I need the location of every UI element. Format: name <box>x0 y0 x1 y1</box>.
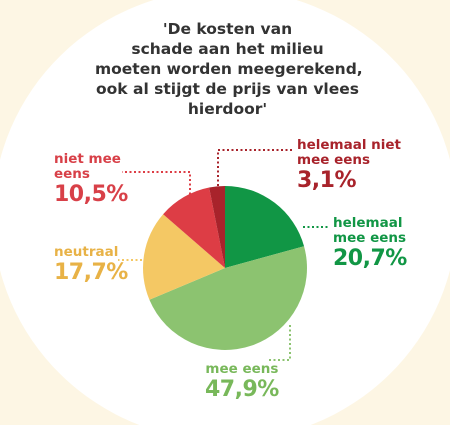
leader-helemaal-niet-mee-eens <box>217 149 292 186</box>
title-line-4: ook al stijgt de prijs van vlees <box>96 80 359 98</box>
leader-mee-eens <box>268 325 291 361</box>
label-mee-eens: mee eens 47,9% <box>205 361 279 403</box>
label-neutraal: neutraal 17,7% <box>54 244 128 286</box>
title-line-5: hierdoor' <box>187 100 268 118</box>
pie-slice-mee-eens <box>149 246 307 350</box>
title-line-2: schade aan het milieu <box>131 40 324 58</box>
data-label-47-9: 47,9% <box>205 377 279 402</box>
chart-title: 'De kosten van schade aan het milieu moe… <box>95 19 363 119</box>
label-name-line-1: helemaal niet <box>297 137 402 153</box>
pie-slice-neutraal <box>142 214 225 300</box>
leader-niet-mee-eens <box>122 171 191 199</box>
data-label-17-7: 17,7% <box>54 260 128 285</box>
label-name-line-1: niet mee <box>54 151 121 167</box>
pie-slice-helemaal-niet-mee-eens <box>209 185 225 268</box>
title-line-1: 'De kosten van <box>162 20 293 38</box>
pie-slice-niet-mee-eens <box>163 187 225 268</box>
data-label-10-5: 10,5% <box>54 182 128 207</box>
label-helemaal-niet-mee-eens: helemaal niet mee eens 3,1% <box>297 137 402 194</box>
pie-chart <box>142 185 307 350</box>
title-line-3: moeten worden meegerekend, <box>95 60 363 78</box>
label-niet-mee-eens: niet mee eens 10,5% <box>54 151 128 208</box>
label-name-line-2: eens <box>54 166 90 182</box>
leader-lines <box>118 149 330 361</box>
label-name-line-1: mee eens <box>205 361 279 377</box>
label-name-line-1: neutraal <box>54 244 119 260</box>
data-label-3-1: 3,1% <box>297 168 357 193</box>
data-label-20-7: 20,7% <box>333 246 407 271</box>
label-name-line-2: mee eens <box>297 152 371 168</box>
label-helemaal-mee-eens: helemaal mee eens 20,7% <box>333 215 407 272</box>
pie-slice-helemaal-mee-eens <box>225 186 305 268</box>
label-name-line-2: mee eens <box>333 230 407 246</box>
label-name-line-1: helemaal <box>333 215 403 231</box>
